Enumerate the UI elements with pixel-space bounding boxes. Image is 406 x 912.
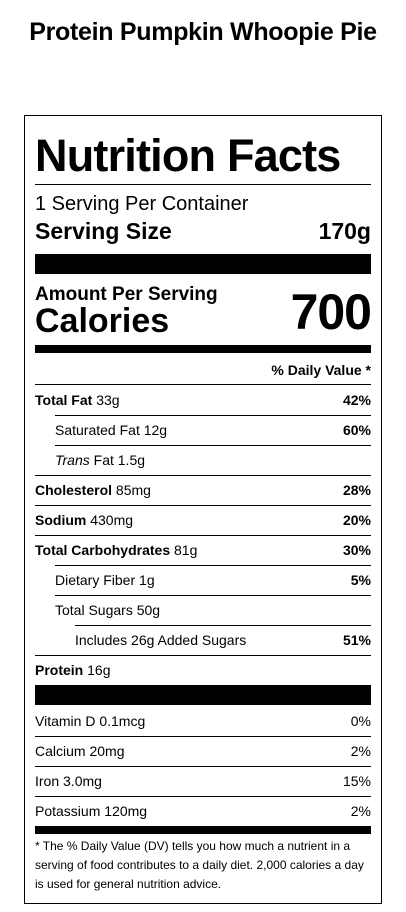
divider <box>75 625 371 626</box>
nutrient-daily-value: 28% <box>342 482 371 498</box>
vitamin-row-potassium: Potassium 120mg 2% <box>35 796 371 826</box>
calories-label: Calories <box>35 302 170 340</box>
nutrient-amount: 430mg <box>90 512 134 528</box>
vitamin-label: Vitamin D <box>35 713 96 729</box>
nutrient-daily-value: 51% <box>342 632 371 648</box>
nutrient-row-total-carbohydrates: Total Carbohydrates 81g 30% <box>35 535 371 565</box>
divider <box>55 445 371 446</box>
vitamin-amount: 0.1mcg <box>99 713 146 729</box>
nutrient-label: Cholesterol <box>35 482 113 498</box>
vitamin-label: Calcium <box>35 743 86 759</box>
recipe-title: Protein Pumpkin Whoopie Pie <box>29 18 377 46</box>
divider <box>35 505 371 506</box>
daily-value-header: % Daily Value * <box>271 362 371 378</box>
medium-divider <box>35 826 371 834</box>
vitamin-daily-value: 15% <box>342 773 371 789</box>
nutrition-facts-heading: Nutrition Facts <box>35 130 341 181</box>
nutrient-amount: 12g <box>143 422 168 438</box>
nutrient-daily-value: 20% <box>342 512 371 528</box>
vitamin-daily-value: 2% <box>350 803 371 819</box>
divider <box>55 595 371 596</box>
medium-divider <box>35 345 371 353</box>
nutrient-label: Fat <box>93 452 114 468</box>
nutrient-amount: 33g <box>96 392 120 408</box>
vitamin-row-iron: Iron 3.0mg 15% <box>35 766 371 796</box>
nutrient-label-italic: Trans <box>55 452 90 468</box>
nutrient-amount: 1g <box>139 572 155 588</box>
nutrient-label: Total Fat <box>35 392 93 408</box>
vitamin-row-calcium: Calcium 20mg 2% <box>35 736 371 766</box>
nutrient-row-added-sugars: Includes 26g Added Sugars 51% <box>75 625 371 655</box>
nutrient-label: Saturated Fat <box>55 422 140 438</box>
nutrient-label: Sodium <box>35 512 87 528</box>
nutrient-label: Dietary Fiber <box>55 572 136 588</box>
calories-value: 700 <box>290 284 372 340</box>
nutrient-daily-value: 60% <box>342 422 371 438</box>
nutrient-label: Protein <box>35 662 84 678</box>
vitamin-label: Potassium <box>35 803 101 819</box>
divider <box>35 475 371 476</box>
nutrient-amount: 81g <box>174 542 198 558</box>
vitamin-label: Iron <box>35 773 60 789</box>
vitamin-daily-value: 0% <box>350 713 371 729</box>
divider <box>35 655 371 656</box>
vitamin-daily-value: 2% <box>350 743 371 759</box>
nutrient-label: Includes 26g Added Sugars <box>75 632 247 648</box>
nutrient-daily-value: 5% <box>350 572 371 588</box>
nutrient-row-protein: Protein 16g <box>35 655 371 685</box>
vitamin-amount: 120mg <box>104 803 148 819</box>
nutrient-row-trans-fat: Trans Fat 1.5g <box>55 445 371 475</box>
thick-divider <box>35 254 371 274</box>
nutrient-row-total-sugars: Total Sugars 50g <box>55 595 371 625</box>
nutrient-row-total-fat: Total Fat 33g 42% <box>35 385 371 415</box>
nutrient-row-dietary-fiber: Dietary Fiber 1g 5% <box>55 565 371 595</box>
nutrient-amount: 50g <box>136 602 161 618</box>
vitamin-amount: 3.0mg <box>63 773 102 789</box>
divider <box>55 415 371 416</box>
serving-size-label: Serving Size <box>35 218 172 244</box>
divider <box>35 736 371 737</box>
serving-size-value: 170g <box>318 218 371 244</box>
divider <box>35 184 371 185</box>
nutrient-amount: 1.5g <box>117 452 146 468</box>
nutrient-daily-value: 42% <box>342 392 371 408</box>
nutrition-facts-label: Nutrition Facts 1 Serving Per Container … <box>24 115 382 904</box>
vitamin-amount: 20mg <box>89 743 125 759</box>
nutrient-daily-value: 30% <box>342 542 371 558</box>
nutrient-label: Total Carbohydrates <box>35 542 171 558</box>
nutrient-label: Total Sugars <box>55 602 133 618</box>
nutrient-row-sodium: Sodium 430mg 20% <box>35 505 371 535</box>
nutrient-amount: 85mg <box>115 482 151 498</box>
vitamin-row-vitamin-d: Vitamin D 0.1mcg 0% <box>35 706 371 736</box>
divider <box>35 384 371 385</box>
daily-value-footnote: * The % Daily Value (DV) tells you how m… <box>35 839 364 891</box>
nutrient-row-saturated-fat: Saturated Fat 12g 60% <box>55 415 371 445</box>
servings-per-container: 1 Serving Per Container <box>35 193 249 215</box>
nutrient-row-cholesterol: Cholesterol 85mg 28% <box>35 475 371 505</box>
divider <box>55 565 371 566</box>
divider <box>35 535 371 536</box>
nutrient-amount: 16g <box>87 662 111 678</box>
amount-per-serving-label: Amount Per Serving <box>35 284 218 305</box>
thick-divider <box>35 685 371 705</box>
divider <box>35 796 371 797</box>
divider <box>35 766 371 767</box>
